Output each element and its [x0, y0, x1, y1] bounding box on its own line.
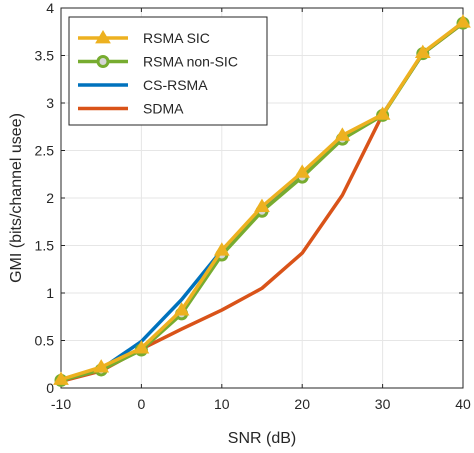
legend-item: RSMA non-SIC: [78, 54, 238, 70]
y-tick-label: 3: [46, 95, 54, 111]
legend-label: RSMA SIC: [143, 30, 210, 46]
x-tick-label: 0: [138, 396, 146, 412]
legend-label: SDMA: [143, 101, 184, 117]
y-tick-label: 4: [46, 0, 54, 16]
y-tick-label: 1.5: [35, 238, 55, 254]
legend: RSMA SIC RSMA non-SIC CS-RSMA SDMA: [68, 16, 268, 126]
legend-label: CS-RSMA: [143, 77, 208, 93]
y-tick-label: 0.5: [35, 333, 55, 349]
series-rsma-sic: [53, 14, 471, 385]
data-point: [414, 44, 431, 59]
y-tick-label: 0: [46, 380, 54, 396]
data-point: [254, 198, 270, 212]
y-axis-label: GMI (bits/channel usee): [8, 113, 25, 283]
data-point: [374, 106, 391, 120]
legend-item: CS-RSMA: [78, 77, 208, 93]
x-axis-label: SNR (dB): [228, 430, 296, 447]
y-tick-label: 2: [46, 190, 54, 206]
data-point: [213, 242, 230, 256]
x-tick-label: 30: [375, 396, 391, 412]
legend-item: RSMA SIC: [78, 30, 210, 46]
legend-item: SDMA: [78, 101, 184, 117]
series-group: [53, 14, 471, 387]
y-tick-label: 1: [46, 285, 54, 301]
data-point: [334, 127, 351, 141]
x-tick-label: 20: [294, 396, 310, 412]
y-tick-label: 3.5: [35, 48, 55, 64]
data-point: [53, 371, 69, 385]
x-tick-label: 40: [455, 396, 471, 412]
y-tick-label: 2.5: [35, 143, 55, 159]
legend-marker: [95, 30, 111, 44]
data-point: [93, 359, 110, 373]
legend-marker: [96, 55, 110, 68]
data-point: [173, 302, 190, 316]
x-tick-label: 10: [214, 396, 230, 412]
data-point: [294, 164, 311, 178]
x-tick-label: -10: [51, 396, 71, 412]
data-point: [455, 14, 471, 28]
data-point: [133, 340, 150, 354]
legend-label: RSMA non-SIC: [143, 54, 238, 70]
